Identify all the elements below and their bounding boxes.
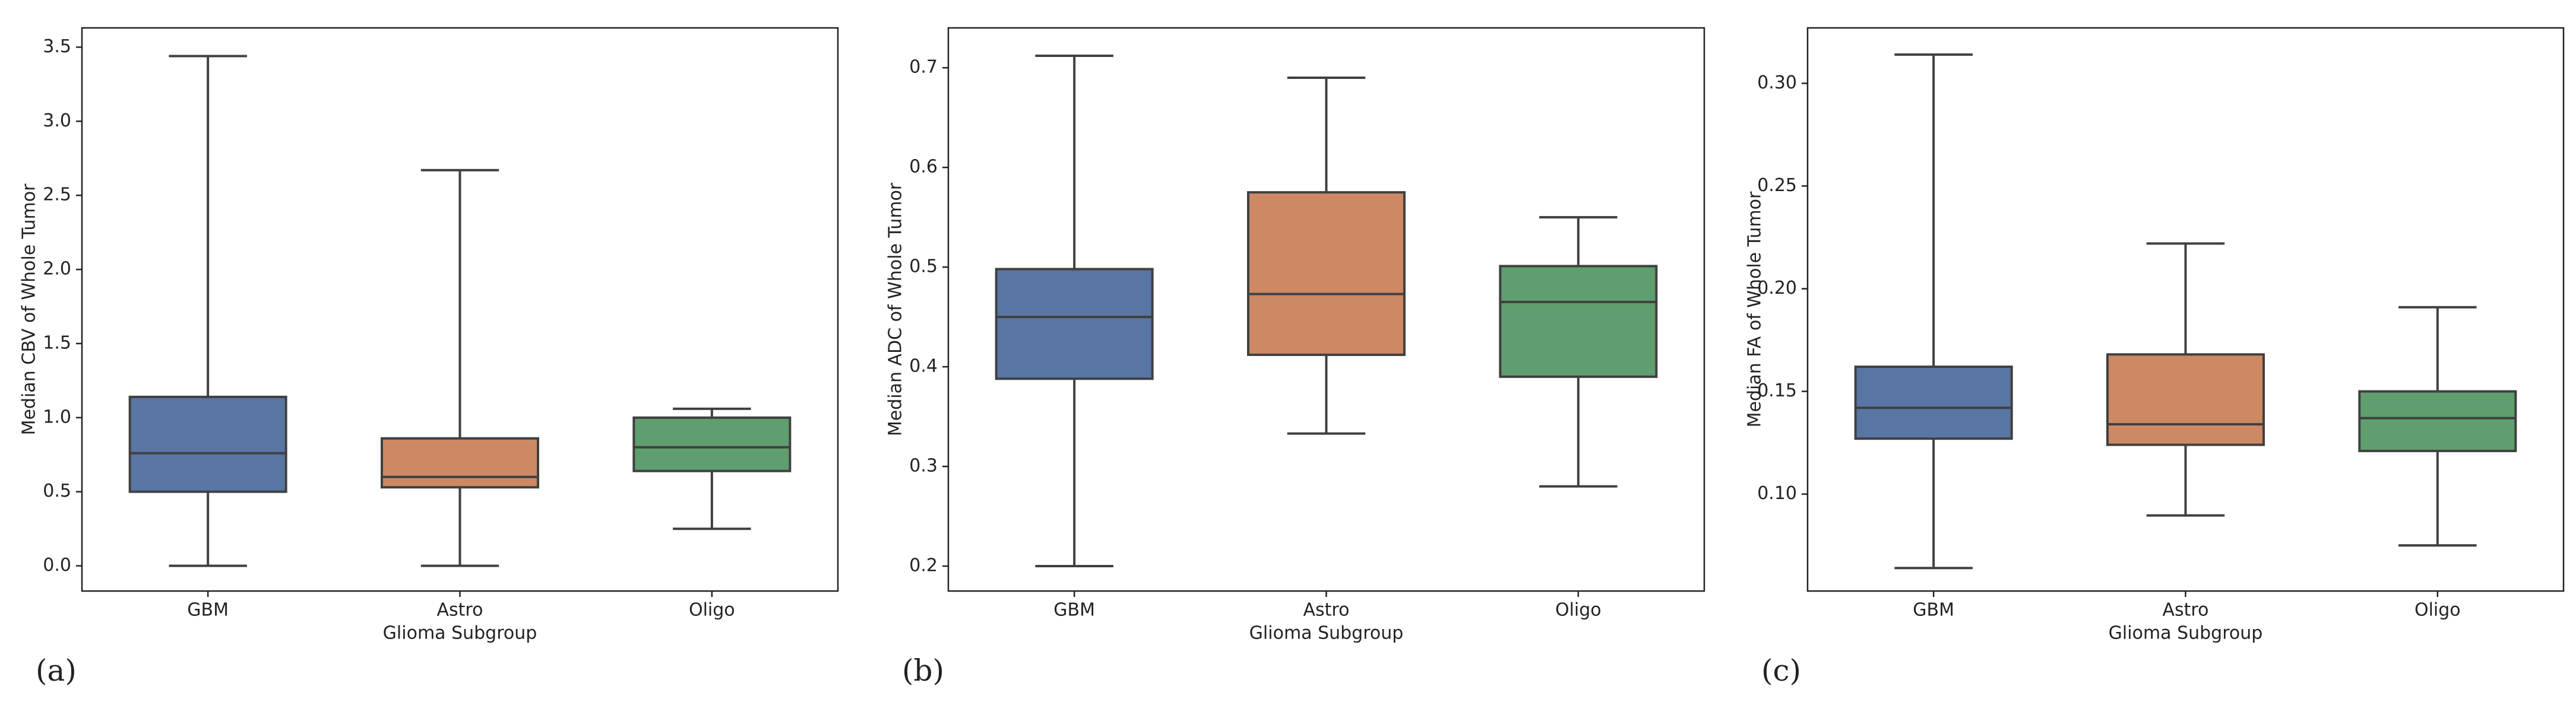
box <box>2358 390 2517 452</box>
x-tick-label: Astro <box>2163 600 2209 621</box>
x-tick-label: Astro <box>1303 600 1350 621</box>
panel-label: (c) <box>1761 653 1801 688</box>
box <box>995 268 1154 380</box>
box <box>2106 353 2265 446</box>
x-axis-label: Glioma Subgroup <box>1249 623 1404 644</box>
x-tick-label: Oligo <box>689 600 735 621</box>
panel-label: (a) <box>36 653 77 688</box>
y-tick-label: 0.3 <box>909 456 938 477</box>
y-tick-label: 2.5 <box>43 185 71 205</box>
x-axis-label: Glioma Subgroup <box>2109 623 2263 644</box>
y-tick-label: 1.0 <box>43 406 71 427</box>
x-axis-label: Glioma Subgroup <box>383 623 537 644</box>
y-tick-label: 0.20 <box>1757 278 1797 298</box>
y-tick-label: 0.7 <box>909 57 938 78</box>
y-tick-label: 0.10 <box>1757 483 1797 504</box>
y-tick-label: 1.5 <box>43 332 71 353</box>
box <box>632 416 792 472</box>
x-tick-label: Astro <box>437 600 483 621</box>
x-tick-label: Oligo <box>2414 600 2461 621</box>
y-tick-label: 3.5 <box>43 36 71 57</box>
y-tick-label: 0.25 <box>1757 175 1797 196</box>
y-tick-label: 0.6 <box>909 157 938 177</box>
x-tick-label: GBM <box>187 600 229 621</box>
y-tick-label: 0.15 <box>1757 380 1797 401</box>
y-tick-label: 0.5 <box>909 256 938 277</box>
y-tick-label: 0.4 <box>909 356 938 377</box>
x-tick-label: Oligo <box>1555 600 1602 621</box>
y-tick-label: 0.30 <box>1757 72 1797 93</box>
box <box>1247 191 1406 356</box>
x-tick-label: GBM <box>1053 600 1095 621</box>
y-tick-label: 0.0 <box>43 555 71 576</box>
box <box>128 395 287 493</box>
y-axis-label: Median ADC of Whole Tumor <box>885 182 906 436</box>
panel-label: (b) <box>902 653 944 688</box>
y-tick-label: 0.5 <box>43 481 71 501</box>
y-tick-label: 3.0 <box>43 110 71 131</box>
box <box>1854 366 2013 440</box>
y-tick-label: 0.2 <box>909 555 938 576</box>
y-axis-label: Median CBV of Whole Tumor <box>19 183 40 435</box>
x-tick-label: GBM <box>1913 600 1954 621</box>
box <box>1499 265 1658 378</box>
y-axis-label: Median FA of Whole Tumor <box>1745 191 1765 427</box>
box <box>381 437 539 489</box>
y-tick-label: 2.0 <box>43 259 71 279</box>
